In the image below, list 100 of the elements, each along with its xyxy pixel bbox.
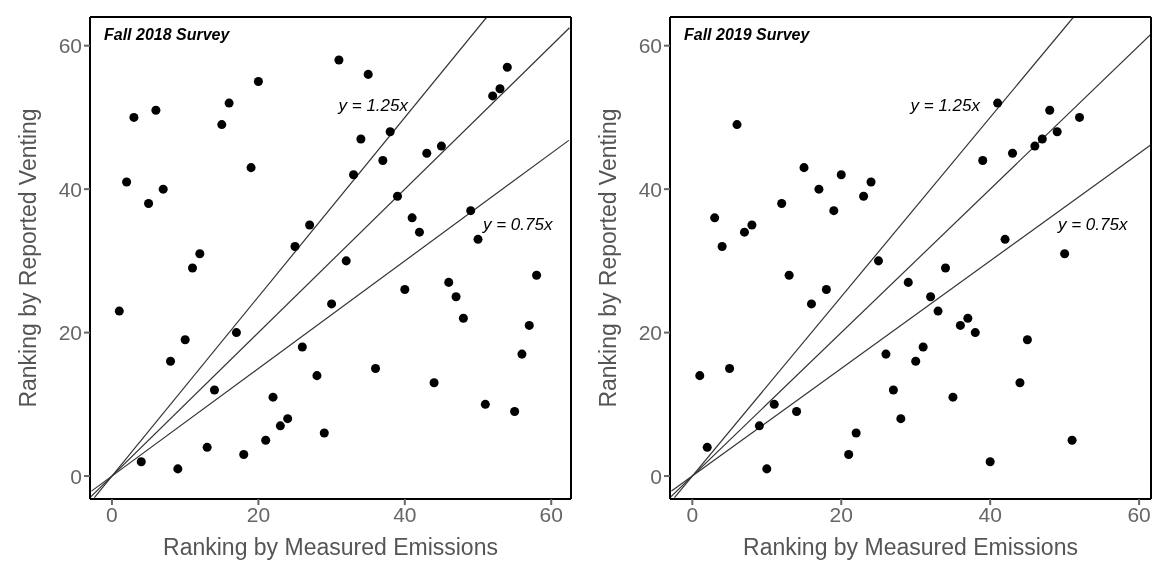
y-axis-title: Ranking by Reported Venting xyxy=(15,108,42,408)
point xyxy=(224,98,234,108)
point xyxy=(777,198,787,208)
y-tick-label: 20 xyxy=(58,321,82,345)
point xyxy=(978,155,988,165)
point xyxy=(195,249,205,259)
point xyxy=(1030,141,1040,151)
point xyxy=(873,256,883,266)
point xyxy=(480,399,490,409)
point xyxy=(231,328,241,338)
point xyxy=(275,421,285,431)
point xyxy=(784,270,794,280)
point xyxy=(356,134,366,144)
point xyxy=(710,213,720,223)
point xyxy=(129,112,139,122)
point xyxy=(955,320,965,330)
point xyxy=(166,356,176,366)
point xyxy=(187,263,198,273)
point xyxy=(1067,435,1077,445)
point xyxy=(1007,148,1018,158)
point xyxy=(940,263,951,273)
point xyxy=(510,406,520,416)
x-tick-label: 40 xyxy=(978,502,1002,526)
x-tick-label: 20 xyxy=(246,502,271,526)
point xyxy=(1015,378,1025,388)
x-tick-label: 40 xyxy=(393,502,417,526)
y-tick-label: 40 xyxy=(638,177,662,201)
y-tick-label: 0 xyxy=(70,464,82,488)
point xyxy=(341,256,351,266)
x-tick-label: 60 xyxy=(539,502,563,526)
point xyxy=(414,227,424,237)
point xyxy=(821,285,831,295)
point xyxy=(970,328,980,338)
y-tick-label: 60 xyxy=(58,34,82,58)
y-tick-label: 60 xyxy=(638,34,662,58)
point xyxy=(363,69,373,79)
point xyxy=(319,428,329,438)
point xyxy=(290,242,300,252)
annotation: y = 0.75x xyxy=(482,214,553,234)
point xyxy=(532,270,542,280)
point xyxy=(1037,134,1047,144)
y-axis-title: Ranking by Reported Venting xyxy=(595,108,622,408)
point xyxy=(926,292,936,302)
point xyxy=(202,442,212,452)
point xyxy=(261,435,271,445)
point xyxy=(903,277,913,287)
point xyxy=(451,292,461,302)
y-tick-label: 0 xyxy=(650,464,662,488)
point xyxy=(436,141,446,151)
point xyxy=(114,306,124,316)
point xyxy=(739,227,749,237)
point xyxy=(896,414,906,424)
point xyxy=(1052,127,1062,137)
point xyxy=(963,313,973,323)
text: Fall 2019 Survey xyxy=(684,26,810,44)
point xyxy=(473,234,483,244)
point xyxy=(948,392,958,402)
point xyxy=(122,177,132,187)
point xyxy=(392,191,402,201)
point xyxy=(725,363,735,373)
point xyxy=(327,299,337,309)
point xyxy=(769,399,779,409)
point xyxy=(762,464,772,474)
point xyxy=(1075,112,1085,122)
x-axis-title: Ranking by Measured Emissions xyxy=(163,534,498,560)
x-tick-label: 60 xyxy=(1127,502,1151,526)
point xyxy=(844,450,854,460)
point xyxy=(911,356,921,366)
point xyxy=(806,299,816,309)
point xyxy=(888,385,898,395)
point xyxy=(239,450,249,460)
point xyxy=(180,335,190,345)
point xyxy=(466,206,476,216)
point xyxy=(209,385,219,395)
point xyxy=(732,120,742,130)
point xyxy=(378,155,388,165)
point xyxy=(158,184,168,194)
point xyxy=(799,163,809,173)
point xyxy=(334,55,344,65)
point xyxy=(305,220,315,230)
annotation: y = 1.25x xyxy=(337,95,409,115)
point xyxy=(173,464,183,474)
point xyxy=(881,349,891,359)
point xyxy=(246,163,256,173)
point xyxy=(422,148,432,158)
point xyxy=(859,191,869,201)
annotation: y = 1.25x xyxy=(909,95,981,115)
point xyxy=(136,457,146,467)
point xyxy=(495,84,505,94)
point xyxy=(851,428,861,438)
point xyxy=(217,120,227,130)
x-tick-label: 0 xyxy=(686,502,699,526)
x-tick-label: 20 xyxy=(829,502,853,526)
point xyxy=(695,371,705,381)
point xyxy=(933,306,943,316)
point xyxy=(1000,234,1010,244)
point xyxy=(1045,105,1055,115)
point xyxy=(458,313,468,323)
point xyxy=(836,170,846,180)
point xyxy=(429,378,439,388)
